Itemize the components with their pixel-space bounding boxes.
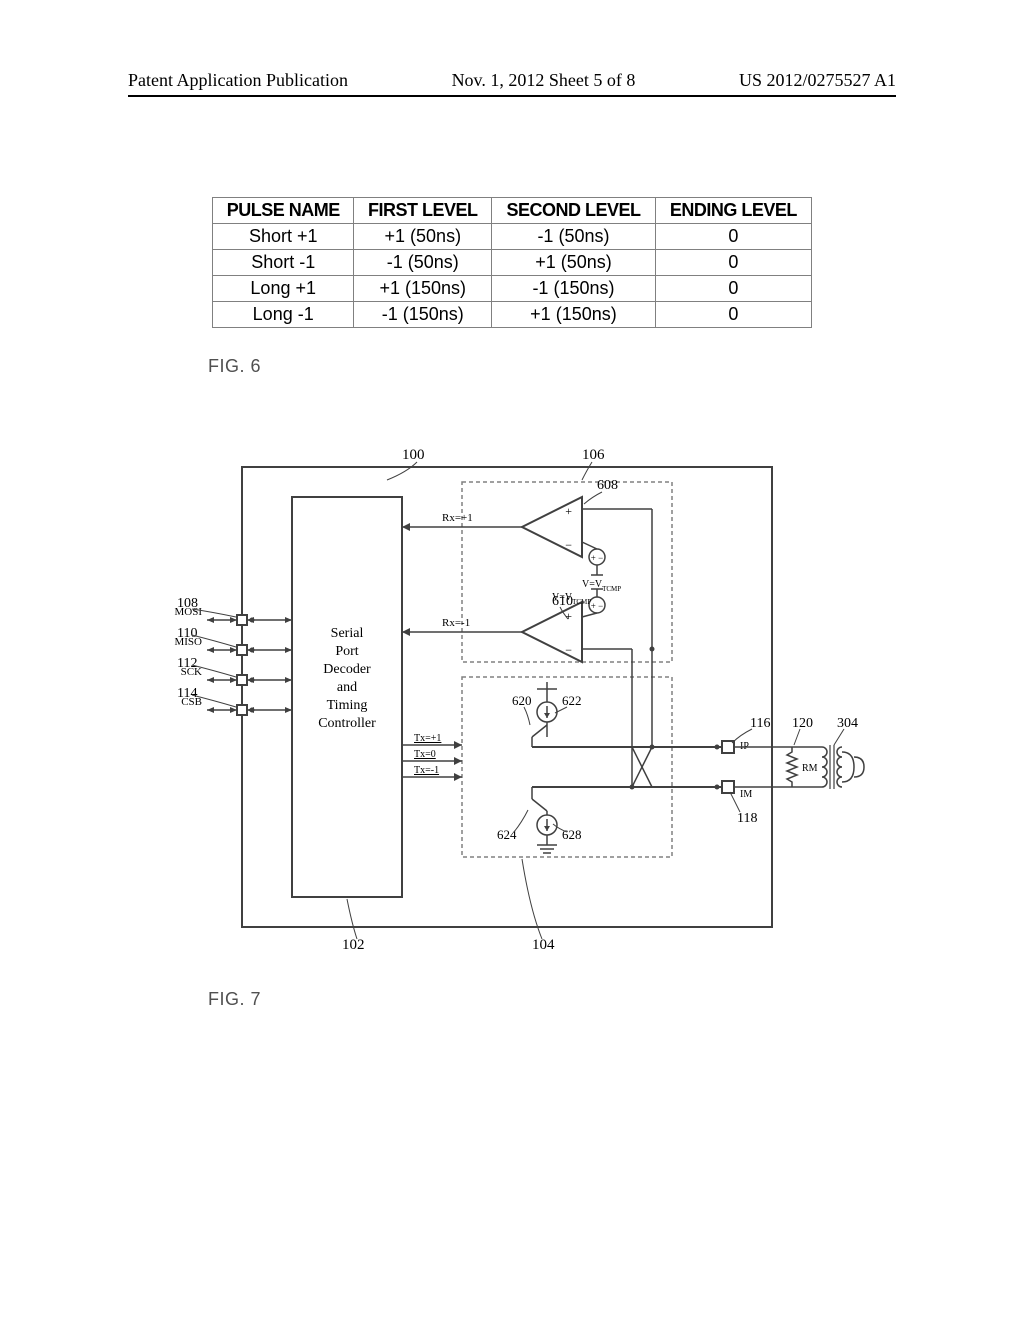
col-header: SECOND LEVEL — [492, 198, 656, 224]
svg-text:IM: IM — [740, 789, 752, 800]
header-left: Patent Application Publication — [128, 70, 348, 91]
table-row: Long +1 +1 (150ns) -1 (150ns) 0 — [213, 276, 812, 302]
svg-text:Tx=+1: Tx=+1 — [414, 733, 441, 744]
svg-text:+ −: + − — [591, 601, 603, 611]
col-header: FIRST LEVEL — [354, 198, 492, 224]
svg-text:112: 112 — [177, 656, 197, 671]
svg-text:110: 110 — [177, 626, 197, 641]
svg-text:106: 106 — [582, 447, 605, 463]
header-center: Nov. 1, 2012 Sheet 5 of 8 — [452, 70, 636, 91]
svg-text:622: 622 — [562, 693, 582, 708]
svg-text:628: 628 — [562, 827, 582, 842]
svg-text:+: + — [565, 609, 572, 623]
svg-text:120: 120 — [792, 716, 813, 731]
svg-text:+: + — [565, 504, 572, 518]
page-header: Patent Application Publication Nov. 1, 2… — [128, 70, 896, 97]
col-header: ENDING LEVEL — [655, 198, 811, 224]
svg-text:108: 108 — [177, 596, 198, 611]
circuit-diagram: Serial Port Decoder and Timing Controlle… — [152, 427, 872, 967]
svg-text:610: 610 — [552, 594, 573, 609]
svg-text:Tx=-1: Tx=-1 — [414, 765, 439, 776]
pulse-table: PULSE NAME FIRST LEVEL SECOND LEVEL ENDI… — [212, 197, 812, 328]
svg-text:304: 304 — [837, 716, 858, 731]
col-header: PULSE NAME — [213, 198, 354, 224]
svg-text:and: and — [337, 680, 357, 695]
svg-text:608: 608 — [597, 478, 618, 493]
svg-text:102: 102 — [342, 937, 365, 953]
svg-text:118: 118 — [737, 811, 757, 826]
svg-text:Decoder: Decoder — [323, 662, 371, 677]
svg-text:Controller: Controller — [318, 716, 376, 731]
table-row: Short -1 -1 (50ns) +1 (50ns) 0 — [213, 250, 812, 276]
svg-text:116: 116 — [750, 716, 770, 731]
svg-text:Tx=0: Tx=0 — [414, 749, 436, 760]
svg-text:+ −: + − — [591, 553, 603, 563]
fig6-label: FIG. 6 — [208, 356, 896, 377]
header-right: US 2012/0275527 A1 — [739, 70, 896, 91]
svg-text:104: 104 — [532, 937, 555, 953]
svg-text:−: − — [565, 538, 572, 552]
table-row: Short +1 +1 (50ns) -1 (50ns) 0 — [213, 224, 812, 250]
svg-text:620: 620 — [512, 693, 532, 708]
svg-text:Port: Port — [335, 644, 358, 659]
svg-text:624: 624 — [497, 827, 517, 842]
svg-text:114: 114 — [177, 686, 197, 701]
svg-text:Rx=+1: Rx=+1 — [442, 512, 473, 524]
vcmp-label: V=VTCMP — [582, 579, 621, 593]
table-header-row: PULSE NAME FIRST LEVEL SECOND LEVEL ENDI… — [213, 198, 812, 224]
svg-text:Serial: Serial — [331, 626, 364, 641]
svg-text:Rx=-1: Rx=-1 — [442, 617, 470, 629]
fig7-label: FIG. 7 — [208, 989, 896, 1010]
svg-text:100: 100 — [402, 447, 425, 463]
table-row: Long -1 -1 (150ns) +1 (150ns) 0 — [213, 302, 812, 328]
svg-text:Timing: Timing — [327, 698, 368, 713]
svg-text:RM: RM — [802, 763, 818, 774]
svg-text:−: − — [565, 643, 572, 657]
